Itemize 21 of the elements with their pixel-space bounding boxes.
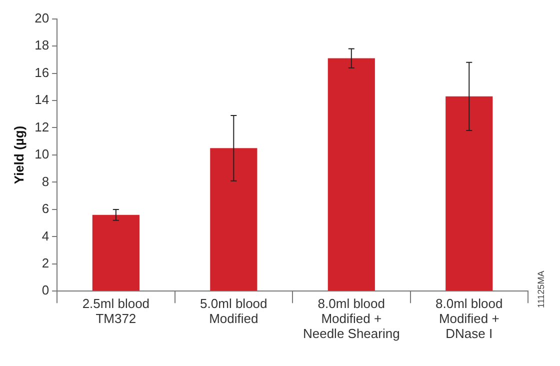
x-tick-label: 2.5ml blood TM372 (82, 296, 150, 326)
y-tick-label: 16 (34, 64, 50, 80)
x-tick-label: 8.0ml blood Modified + Needle Shearing (302, 296, 400, 342)
y-axis-title: Yield (µg) (11, 126, 26, 184)
y-tick-label: 10 (34, 146, 50, 162)
text: 11125MA (536, 270, 546, 308)
y-tick-label: 20 (34, 10, 50, 26)
x-tick-label: 8.0ml blood Modified + DNase I (436, 296, 503, 342)
y-tick-label: 18 (34, 38, 50, 53)
y-tick-label: 6 (42, 201, 50, 216)
y-tick-label: 4 (42, 228, 50, 244)
bar (446, 96, 493, 291)
y-tick-label: 2 (42, 255, 50, 270)
bar (328, 58, 375, 291)
x-tick-label: 5.0ml blood Modified (200, 296, 268, 326)
y-tick-label: 14 (34, 92, 50, 108)
y-tick-label: 12 (34, 119, 50, 134)
y-tick-label: 0 (42, 282, 50, 298)
bar (210, 148, 258, 291)
bar (92, 214, 140, 291)
y-tick-label: 8 (42, 174, 50, 189)
